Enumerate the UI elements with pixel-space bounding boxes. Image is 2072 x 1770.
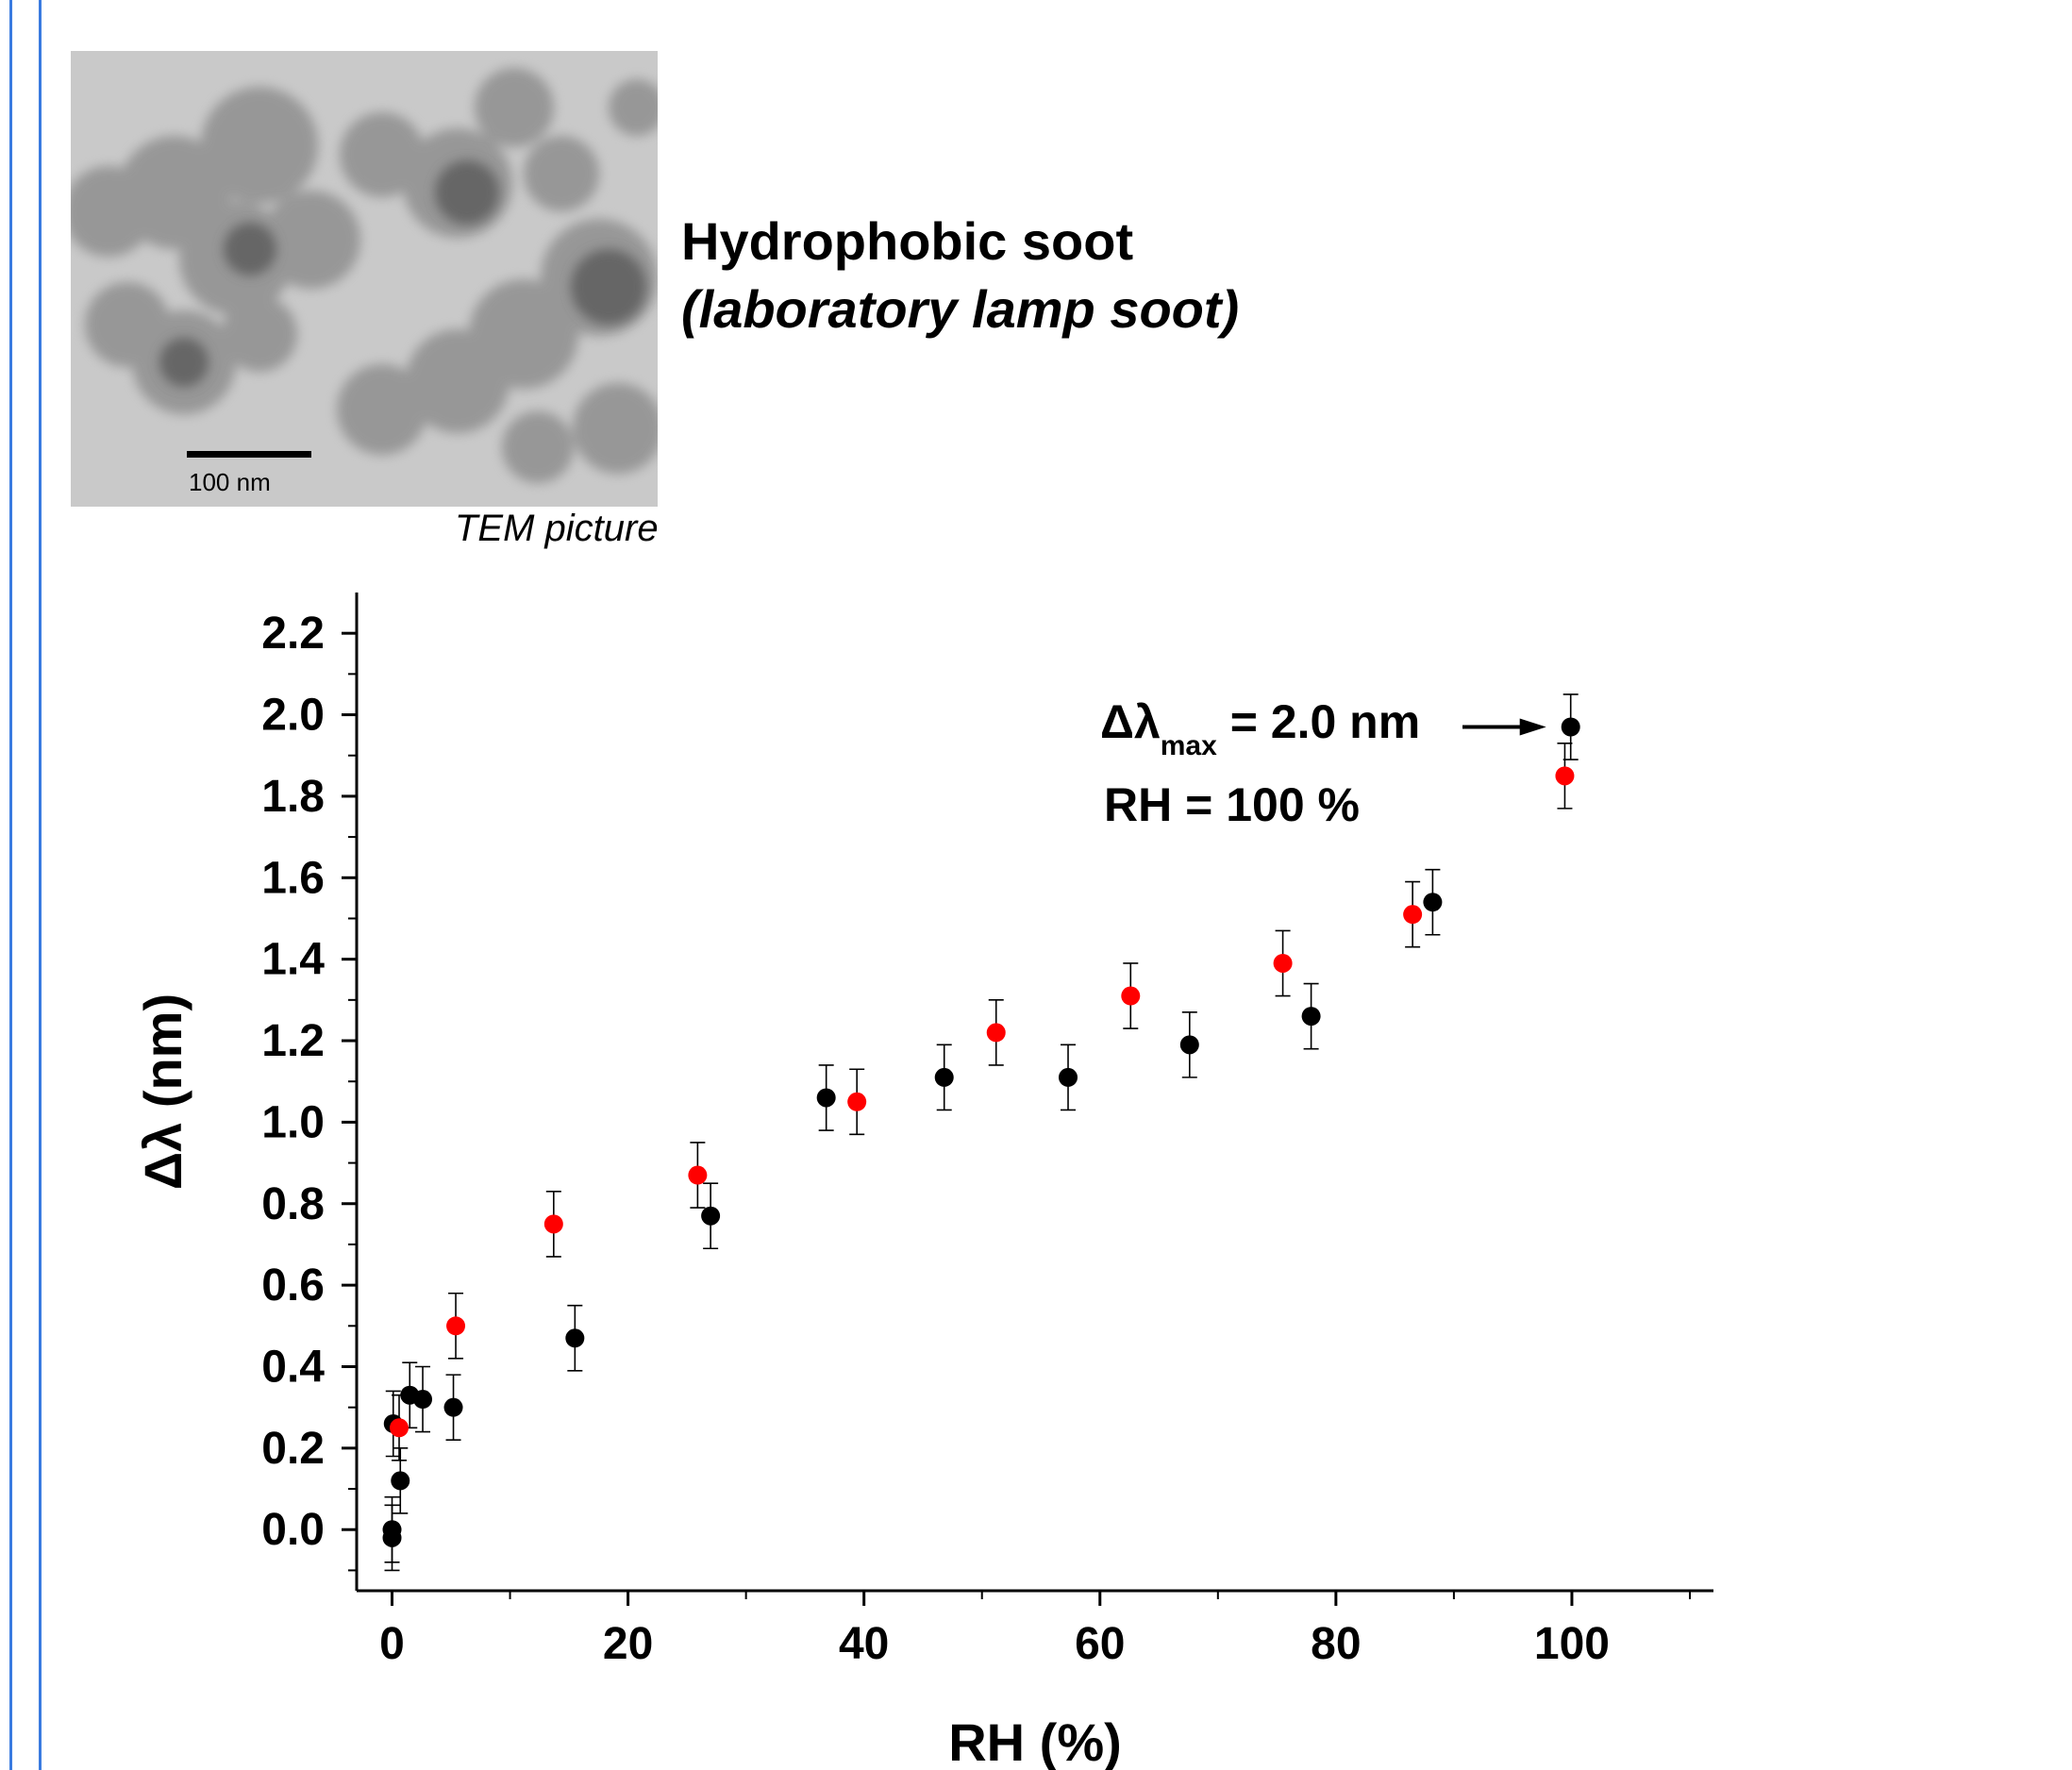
data-point xyxy=(1561,717,1580,737)
scale-bar-label: 100 nm xyxy=(189,468,271,496)
y-tick-label: 1.0 xyxy=(261,1097,325,1147)
y-axis-label: Δλ (nm) xyxy=(133,994,192,1190)
heading-title: Hydrophobic soot xyxy=(681,211,1134,271)
y-tick-label: 0.4 xyxy=(261,1342,325,1392)
data-point xyxy=(1403,905,1423,925)
data-point xyxy=(934,1067,954,1087)
y-tick-label: 2.2 xyxy=(261,609,325,659)
data-point xyxy=(1423,893,1443,912)
annotation: Δλmax = 2.0 nm RH = 100 % xyxy=(1100,695,1546,831)
data-point xyxy=(1121,986,1141,1006)
data-point xyxy=(701,1206,721,1226)
data-point xyxy=(816,1088,836,1108)
y-tick-label: 0.0 xyxy=(261,1505,325,1555)
x-tick-label: 100 xyxy=(1534,1619,1610,1669)
y-tick-label: 2.0 xyxy=(261,691,325,741)
y-tick-label: 0.2 xyxy=(261,1424,325,1474)
tem-caption: TEM picture xyxy=(455,508,659,549)
tem-image: 100 nm xyxy=(71,51,658,507)
heading-subtitle: (laboratory lamp soot) xyxy=(681,279,1240,339)
x-tick-label: 40 xyxy=(839,1619,889,1669)
data-point xyxy=(1179,1035,1199,1055)
data-point xyxy=(443,1397,463,1417)
x-tick-label: 80 xyxy=(1311,1619,1361,1669)
axis-labels: RH (%) Δλ (nm) xyxy=(133,994,1122,1770)
data-point xyxy=(847,1092,867,1111)
data-point xyxy=(986,1023,1006,1043)
annotation-line1: Δλmax = 2.0 nm xyxy=(1100,695,1420,761)
data-points xyxy=(382,717,1580,1547)
annotation-line2: RH = 100 % xyxy=(1104,778,1360,831)
annotation-arrow-head xyxy=(1519,718,1546,736)
x-tick-label: 20 xyxy=(603,1619,653,1669)
data-point xyxy=(382,1528,402,1547)
y-tick-label: 0.8 xyxy=(261,1179,325,1229)
left-frame-border xyxy=(9,0,42,1770)
y-tick-label: 1.8 xyxy=(261,772,325,822)
data-point xyxy=(413,1390,433,1410)
data-point xyxy=(446,1316,466,1336)
data-point xyxy=(543,1214,563,1234)
data-point xyxy=(1301,1007,1321,1027)
data-point xyxy=(565,1328,585,1348)
data-point xyxy=(1059,1067,1078,1087)
x-axis-label: RH (%) xyxy=(948,1712,1122,1770)
y-tick-label: 0.6 xyxy=(261,1261,325,1311)
data-point xyxy=(390,1418,409,1438)
data-point xyxy=(391,1471,410,1491)
data-point xyxy=(1273,953,1293,973)
error-bars xyxy=(384,693,1579,1572)
y-tick-label: 1.6 xyxy=(261,853,325,903)
chart-axes: 0.0 0.2 0.4 0.6 0.8 1.0 1.2 1.4 1.6 1.8 2.0 2.2 0 20 4… xyxy=(261,593,1713,1669)
y-tick-label: 1.2 xyxy=(261,1016,325,1066)
figure-heading: Hydrophobic soot (laboratory lamp soot) xyxy=(681,208,1239,343)
x-tick-label: 0 xyxy=(379,1619,405,1669)
y-tick-label: 1.4 xyxy=(261,935,325,985)
data-point xyxy=(1555,766,1575,786)
x-tick-label: 60 xyxy=(1075,1619,1125,1669)
data-point xyxy=(688,1165,708,1185)
